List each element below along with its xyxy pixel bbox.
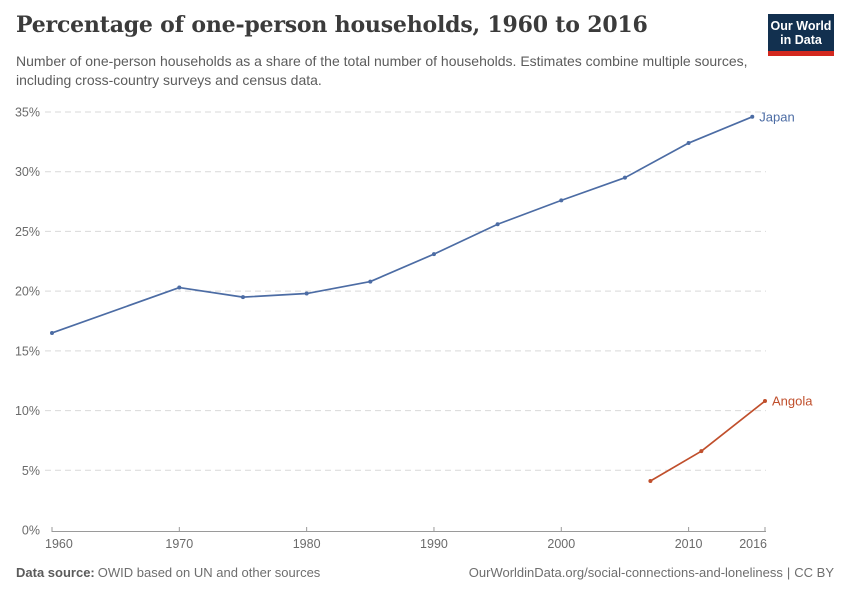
x-tick-label: 1960 — [45, 537, 73, 551]
x-tick-label: 1980 — [293, 537, 321, 551]
page-title: Percentage of one-person households, 196… — [16, 12, 648, 38]
x-tick-label: 1970 — [165, 537, 193, 551]
chart-subtitle: Number of one-person households as a sha… — [16, 53, 748, 88]
series-label-japan[interactable]: Japan — [759, 109, 794, 124]
series-point-japan — [177, 285, 182, 290]
series-point-angola — [763, 399, 767, 404]
series-point-japan — [622, 175, 627, 180]
series-point-japan — [304, 291, 309, 296]
series-point-angola — [648, 479, 653, 484]
data-source-label: Data source: — [16, 565, 95, 580]
data-source-note: Data source: OWID based on UN and other s… — [16, 565, 320, 580]
owid-url-link[interactable]: OurWorldinData.org/social-connections-an… — [468, 565, 783, 580]
series-point-japan — [686, 141, 691, 146]
series-line-japan[interactable] — [51, 115, 754, 334]
series-label-angola[interactable]: Angola — [772, 394, 813, 409]
series-point-japan — [50, 330, 54, 335]
owid-logo-line1: Our World — [770, 19, 832, 33]
owid-logo-line2: in Data — [780, 33, 822, 47]
y-tick-label: 15% — [15, 344, 40, 358]
y-tick-label: 0% — [22, 524, 40, 538]
license-label: CC BY — [794, 565, 834, 580]
footer-divider: | — [786, 565, 791, 580]
series-point-japan — [559, 198, 564, 203]
x-tick-label: 2016 — [739, 537, 767, 551]
x-tick-label: 1990 — [420, 537, 448, 551]
x-tick-label: 2000 — [547, 537, 575, 551]
data-source-text: OWID based on UN and other sources — [97, 565, 321, 580]
series-line-angola[interactable] — [649, 400, 766, 482]
y-tick-label: 5% — [22, 464, 40, 478]
attribution: OurWorldinData.org/social-connections-an… — [469, 565, 834, 580]
line-chart-canvas: 0% 5% 10% 15% 20% 25% 30% 35% 1960 1970 1980 1990 20… — [15, 106, 813, 552]
series-point-japan — [431, 252, 436, 257]
y-tick-label: 35% — [15, 106, 40, 120]
series-point-angola — [699, 449, 704, 454]
y-tick-label: 25% — [15, 225, 40, 239]
y-tick-label: 20% — [15, 285, 40, 299]
series-point-japan — [750, 114, 755, 119]
y-tick-label: 30% — [15, 165, 40, 179]
chart-footer: Data source: OWID based on UN and other s… — [16, 565, 834, 580]
owid-logo: Our World in Data — [768, 14, 834, 56]
series-point-japan — [495, 222, 500, 227]
y-tick-label: 10% — [15, 404, 40, 418]
series-point-japan — [368, 279, 373, 284]
series-point-japan — [240, 295, 245, 300]
x-tick-label: 2010 — [675, 537, 703, 551]
